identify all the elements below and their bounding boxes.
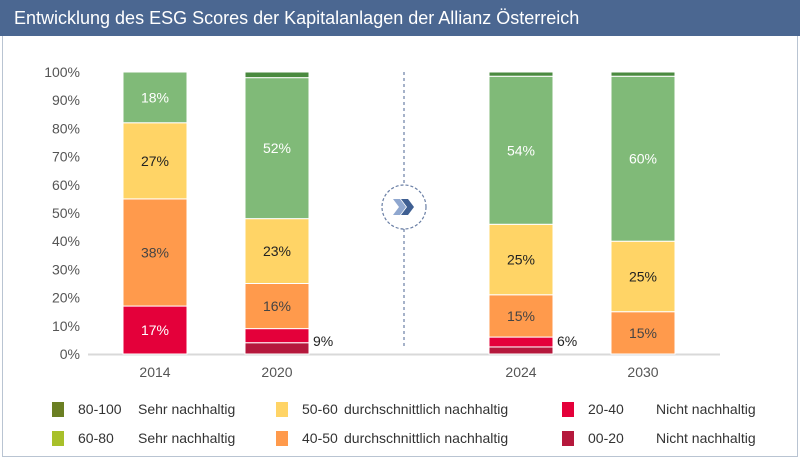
- data-label: 15%: [629, 325, 657, 341]
- legend-label: Nicht nachhaltig: [656, 401, 756, 417]
- legend-swatch: [562, 402, 574, 417]
- bar-segment: [244, 71, 310, 79]
- data-label: 25%: [629, 268, 657, 284]
- bar-segment: [488, 223, 554, 296]
- bar-segment: [610, 311, 676, 355]
- bar-segment: [244, 342, 310, 355]
- data-label: 18%: [141, 89, 169, 105]
- bar-segment: [610, 75, 676, 242]
- y-tick-label: 20%: [52, 290, 80, 306]
- bar-segment: [244, 328, 310, 344]
- double-chevron-right-icon: [393, 199, 406, 215]
- y-tick-label: 40%: [52, 233, 80, 249]
- data-label: 27%: [141, 153, 169, 169]
- data-label: 16%: [263, 298, 291, 314]
- x-tick-label: 2030: [627, 364, 658, 380]
- bar-segment: [244, 218, 310, 284]
- x-tick-label: 2024: [505, 364, 536, 380]
- bar-segment: [122, 71, 188, 124]
- bar-segment: [610, 240, 676, 313]
- legend-swatch: [52, 431, 64, 446]
- side-data-label: 6%: [557, 333, 577, 349]
- legend-swatch: [276, 402, 288, 417]
- y-tick-label: 50%: [52, 205, 80, 221]
- title-bar: Entwicklung des ESG Scores der Kapitalan…: [0, 0, 800, 36]
- y-tick-label: 100%: [44, 64, 80, 80]
- y-tick-label: 90%: [52, 92, 80, 108]
- data-label: 52%: [263, 140, 291, 156]
- data-label: 54%: [507, 142, 535, 158]
- legend-range: 80-100: [78, 401, 122, 417]
- bar-segment: [122, 305, 188, 355]
- y-tick-label: 30%: [52, 261, 80, 277]
- y-tick-label: 10%: [52, 318, 80, 334]
- legend-range: 20-40: [588, 401, 624, 417]
- y-tick-label: 80%: [52, 120, 80, 136]
- x-tick-label: 2020: [261, 364, 292, 380]
- x-tick-label: 2014: [139, 364, 170, 380]
- y-tick-label: 0%: [60, 346, 80, 362]
- panel-frame: [2, 36, 798, 457]
- double-chevron-right-icon: [401, 199, 414, 215]
- data-label: 25%: [507, 252, 535, 268]
- bar-segment: [488, 336, 554, 348]
- legend-range: 60-80: [78, 430, 114, 446]
- bar-segment: [122, 122, 188, 200]
- legend-range: 50-60: [302, 401, 338, 417]
- y-tick-label: 70%: [52, 149, 80, 165]
- bar-segment: [488, 71, 554, 77]
- y-tick-label: 60%: [52, 177, 80, 193]
- legend-swatch: [276, 431, 288, 446]
- bar-segment: [610, 71, 676, 77]
- bar-segment: [488, 75, 554, 225]
- legend-label: Sehr nachhaltig: [138, 430, 236, 446]
- data-label: 60%: [629, 151, 657, 167]
- legend-range: 00-20: [588, 430, 624, 446]
- bar-segment: [244, 283, 310, 330]
- side-data-label: 9%: [313, 333, 333, 349]
- legend-label: Sehr nachhaltig: [138, 401, 236, 417]
- legend-label: durchschnittlich nachhaltig: [344, 401, 509, 417]
- legend-label: Nicht nachhaltig: [656, 430, 756, 446]
- legend-range: 40-50: [302, 430, 338, 446]
- bar-segment: [488, 346, 554, 355]
- legend-label: durchschnittlich nachhaltig: [344, 430, 509, 446]
- data-label: 23%: [263, 243, 291, 259]
- legend-swatch: [562, 431, 574, 446]
- chart-title: Entwicklung des ESG Scores der Kapitalan…: [14, 8, 580, 28]
- data-label: 17%: [141, 322, 169, 338]
- data-label: 38%: [141, 244, 169, 260]
- legend-swatch: [52, 402, 64, 417]
- bar-segment: [122, 198, 188, 307]
- data-label: 15%: [507, 308, 535, 324]
